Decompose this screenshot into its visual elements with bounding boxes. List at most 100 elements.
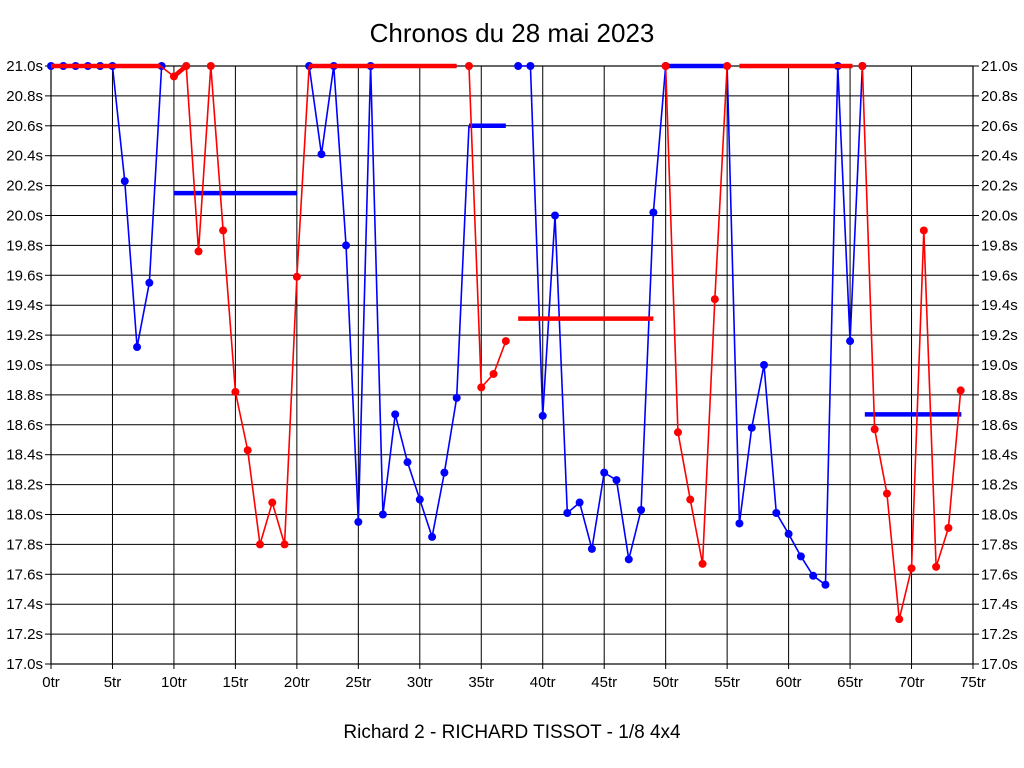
red-driver-point <box>882 489 891 498</box>
x-axis-label: 5tr <box>104 674 122 691</box>
red-driver-point <box>723 62 732 70</box>
red-driver-point <box>673 428 682 437</box>
blue-driver-point <box>415 495 424 504</box>
red-driver-point <box>489 369 498 378</box>
x-axis-label: 20tr <box>284 674 310 691</box>
red-driver-point <box>169 72 178 81</box>
blue-driver-point <box>403 458 412 467</box>
blue-driver-point <box>784 529 793 538</box>
y-axis-label-right: 17.8s <box>981 536 1018 553</box>
blue-driver-point <box>563 509 572 518</box>
x-axis-label: 30tr <box>407 674 433 691</box>
y-axis-label-right: 17.6s <box>981 566 1018 583</box>
blue-driver-point <box>514 62 523 70</box>
red-driver-point <box>477 383 486 392</box>
y-axis-label-right: 20.8s <box>981 88 1018 105</box>
blue-driver-point <box>809 571 818 580</box>
red-driver-point <box>956 386 965 395</box>
x-axis-label: 70tr <box>899 674 925 691</box>
blue-driver-point <box>317 150 326 159</box>
y-axis-label-right: 20.4s <box>981 148 1018 165</box>
y-axis-label-left: 19.0s <box>6 357 43 374</box>
y-axis-label-left: 18.2s <box>6 477 43 494</box>
blue-driver-point <box>452 393 461 402</box>
y-axis-label-left: 18.4s <box>6 447 43 464</box>
y-axis-label-left: 17.8s <box>6 536 43 553</box>
y-axis-label-left: 20.2s <box>6 178 43 195</box>
x-axis-label: 10tr <box>161 674 187 691</box>
y-axis-label-right: 18.6s <box>981 417 1018 434</box>
blue-driver-point <box>538 411 547 420</box>
x-axis-label: 60tr <box>776 674 802 691</box>
blue-driver-point <box>760 361 769 369</box>
y-axis-label-right: 18.0s <box>981 507 1018 524</box>
y-axis-label-right: 19.4s <box>981 297 1018 314</box>
blue-driver-point <box>342 241 351 250</box>
y-axis-label-right: 18.8s <box>981 387 1018 404</box>
y-axis-label-right: 17.0s <box>981 656 1018 673</box>
y-axis-label-left: 20.4s <box>6 148 43 165</box>
red-driver-point <box>243 446 252 455</box>
blue-driver-point <box>428 532 437 541</box>
x-axis-label: 35tr <box>468 674 494 691</box>
y-axis-label-left: 18.8s <box>6 387 43 404</box>
red-driver-point <box>268 498 277 507</box>
y-axis-label-left: 19.4s <box>6 297 43 314</box>
blue-driver-point <box>378 510 387 519</box>
blue-driver-point <box>846 337 855 346</box>
y-axis-label-right: 19.8s <box>981 237 1018 254</box>
red-driver-point <box>870 425 879 434</box>
y-axis-label-left: 17.0s <box>6 656 43 673</box>
red-driver-point <box>280 540 289 549</box>
blue-driver-point <box>354 517 363 526</box>
y-axis-label-right: 19.0s <box>981 357 1018 374</box>
blue-driver-point <box>145 278 154 287</box>
blue-driver-point <box>587 544 596 553</box>
y-axis-label-left: 17.6s <box>6 566 43 583</box>
blue-driver-point <box>600 468 609 477</box>
red-driver-point <box>932 562 941 571</box>
y-axis-label-left: 19.2s <box>6 327 43 344</box>
blue-driver-point <box>637 506 646 515</box>
y-axis-label-right: 20.2s <box>981 178 1018 195</box>
red-driver-point <box>907 564 916 573</box>
y-axis-label-left: 19.8s <box>6 237 43 254</box>
x-axis-label: 25tr <box>345 674 371 691</box>
red-driver-point <box>710 295 719 304</box>
red-driver-point <box>292 272 301 281</box>
red-driver-point <box>219 226 228 235</box>
blue-driver-point <box>440 468 449 477</box>
plot-border <box>50 65 974 665</box>
y-axis-label-left: 17.2s <box>6 626 43 643</box>
y-axis-label-right: 19.2s <box>981 327 1018 344</box>
blue-driver-point <box>735 519 744 528</box>
y-axis-label-left: 17.4s <box>6 596 43 613</box>
red-driver-point <box>698 559 707 568</box>
blue-driver-line <box>726 65 864 587</box>
red-driver-point <box>501 337 510 346</box>
blue-driver-point <box>649 208 658 217</box>
x-axis-label: 40tr <box>530 674 556 691</box>
driver-footer-label: Richard 2 - RICHARD TISSOT - 1/8 4x4 <box>343 722 681 743</box>
blue-driver-point <box>624 555 633 564</box>
red-driver-point <box>919 226 928 235</box>
red-driver-point <box>858 62 867 70</box>
blue-driver-point <box>747 423 756 432</box>
blue-driver-point <box>120 177 129 186</box>
y-axis-label-right: 20.6s <box>981 118 1018 135</box>
y-axis-label-left: 19.6s <box>6 267 43 284</box>
blue-driver-point <box>551 211 560 220</box>
red-driver-line <box>664 65 728 564</box>
chart-title: Chronos du 28 mai 2023 <box>369 18 655 48</box>
y-axis-label-left: 20.8s <box>6 88 43 105</box>
blue-driver-point <box>133 343 142 352</box>
red-driver-point <box>182 62 191 70</box>
red-driver-point <box>255 540 264 549</box>
blue-driver-point <box>796 552 805 561</box>
y-axis-label-left: 18.6s <box>6 417 43 434</box>
red-driver-point <box>206 62 215 70</box>
blue-driver-line <box>308 65 470 541</box>
blue-driver-point <box>772 509 781 518</box>
x-axis-label: 0tr <box>42 674 60 691</box>
